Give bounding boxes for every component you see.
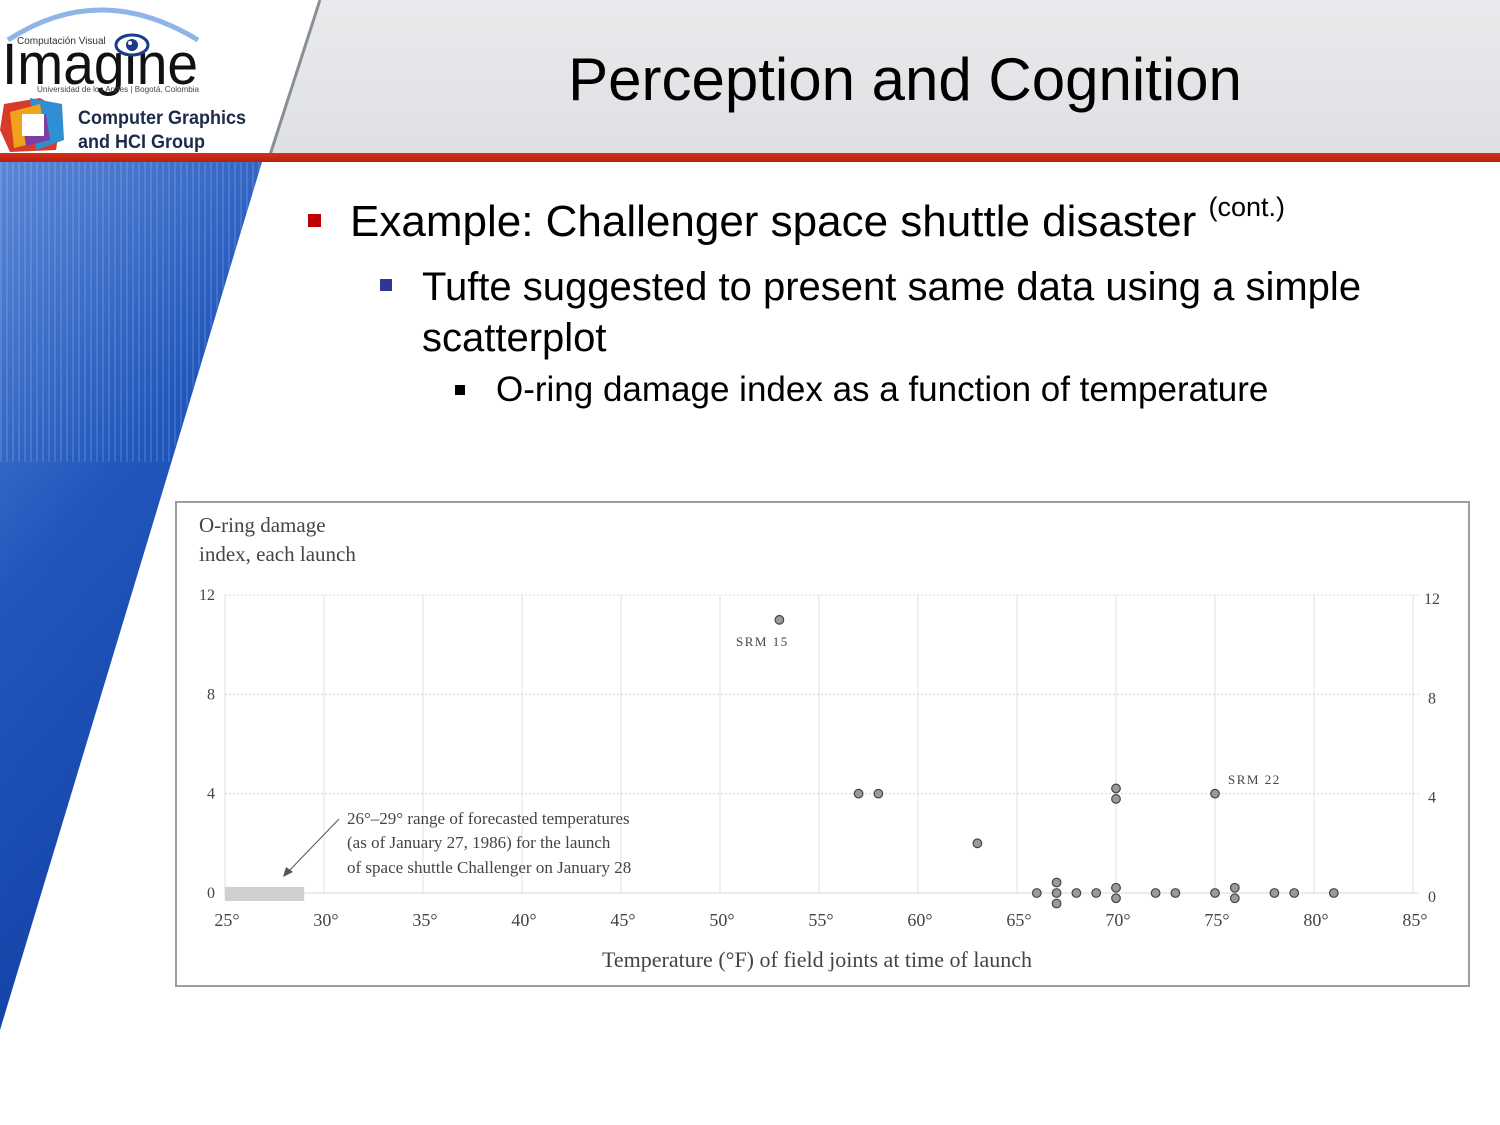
scatter-point (1229, 882, 1240, 893)
chart-tick-labels: 25° 30° 35° 40° 45° 50° 55° 60° 65° 70° 75° 80° 85°0… (199, 587, 1440, 930)
annotation-line2: (as of January 27, 1986) for the launch (347, 833, 611, 852)
x-tick-label: 85° (1402, 910, 1427, 930)
bullet-level3-text: O-ring damage index as a function of tem… (496, 370, 1269, 409)
scatter-point (1210, 788, 1220, 799)
scatter-point (853, 788, 864, 799)
logo-affiliation: Universidad de los Andes | Bogotá, Colom… (37, 85, 200, 94)
scatter-point (1091, 888, 1102, 898)
logo-panel: Computación Visual Imagine Universidad d… (0, 0, 322, 156)
y-tick-label-left: 8 (207, 686, 215, 703)
y-tick-label-left: 0 (207, 885, 215, 902)
scatter-point (1051, 888, 1062, 898)
x-tick-label: 75° (1204, 910, 1229, 930)
y-axis-label-line1: O-ring damage (199, 513, 326, 537)
group-emblem-icon (0, 98, 64, 152)
scatterplot-chart: O-ring damage index, each launch 25° 30° 3… (199, 513, 1440, 972)
bullet-level3: O-ring damage index as a function of tem… (455, 370, 1269, 410)
y-tick-label-right: 8 (1428, 690, 1436, 707)
scatter-point (1051, 898, 1062, 909)
x-tick-label: 30° (313, 910, 338, 930)
x-tick-label: 60° (907, 910, 932, 930)
scatter-point (1210, 888, 1220, 898)
slide-title: Perception and Cognition (568, 46, 1242, 113)
scatter-point (1170, 888, 1181, 898)
scatter-point (1269, 888, 1280, 898)
bullet-level3-marker (455, 385, 465, 395)
scatter-point (1111, 794, 1121, 804)
bullet-level2-text: Tufte suggested to present same data usi… (422, 265, 1362, 360)
scatter-point (1031, 888, 1042, 898)
y-axis-label-line2: index, each launch (199, 542, 356, 566)
bullet-level1: Example: Challenger space shuttle disast… (308, 192, 1285, 247)
bullet-level2: Tufte suggested to present same data usi… (380, 262, 1362, 364)
x-tick-label: 70° (1105, 910, 1130, 930)
bullet-level1-suffix: (cont.) (1208, 192, 1285, 222)
logo-arc (6, 7, 200, 43)
group-name-line2: and HCI Group (78, 132, 205, 153)
x-tick-label: 55° (808, 910, 833, 930)
scatterplot-figure: O-ring damage index, each launch 25° 30° 3… (175, 501, 1470, 987)
eye-icon (114, 33, 150, 57)
bullet-level2-marker (380, 279, 392, 291)
point-label-srm15: SRM 15 (736, 634, 789, 649)
logo-tagline: Computación Visual (17, 36, 106, 47)
scatter-point (1150, 888, 1161, 898)
x-tick-label: 45° (610, 910, 635, 930)
bullet-level1-marker (308, 214, 321, 227)
x-tick-label: 50° (709, 910, 734, 930)
chart-gridlines (224, 594, 1419, 894)
scatter-point (1229, 893, 1240, 904)
scatter-point (1328, 888, 1339, 898)
scatter-point (873, 788, 884, 799)
forecast-range-bar (224, 887, 305, 901)
y-tick-label-right: 0 (1428, 889, 1436, 906)
annotation-arrow (286, 818, 340, 874)
scatter-point (1111, 783, 1121, 794)
x-axis-label: Temperature (°F) of field joints at time… (602, 947, 1032, 972)
title-rule (0, 153, 1500, 162)
y-tick-label-right: 12 (1424, 591, 1440, 608)
point-label-srm22: SRM 22 (1228, 772, 1281, 787)
scatter-point (1111, 882, 1121, 893)
group-name-line1: Computer Graphics (78, 108, 246, 129)
bullet-level1-text: Example: Challenger space shuttle disast… (350, 197, 1197, 246)
scatter-point (1289, 888, 1300, 898)
x-tick-label: 35° (412, 910, 437, 930)
scatter-point (1071, 888, 1082, 898)
x-tick-label: 25° (214, 910, 239, 930)
annotation-line3: of space shuttle Challenger on January 2… (347, 858, 631, 877)
scatter-point (972, 838, 983, 849)
x-tick-label: 80° (1303, 910, 1328, 930)
y-tick-label-left: 4 (207, 786, 215, 803)
y-tick-label-right: 4 (1428, 790, 1436, 807)
logo-wordmark: Imagine (2, 32, 198, 97)
scatter-point (774, 614, 785, 625)
x-tick-label: 65° (1006, 910, 1031, 930)
decorative-blue-band (0, 162, 262, 1030)
annotation-arrowhead (283, 867, 293, 877)
scatter-point (1051, 877, 1062, 888)
scatter-point (1111, 893, 1121, 904)
x-tick-label: 40° (511, 910, 536, 930)
chart-points (774, 614, 1339, 909)
y-tick-label-left: 12 (199, 587, 215, 604)
annotation-line1: 26°–29° range of forecasted temperatures (347, 809, 630, 828)
